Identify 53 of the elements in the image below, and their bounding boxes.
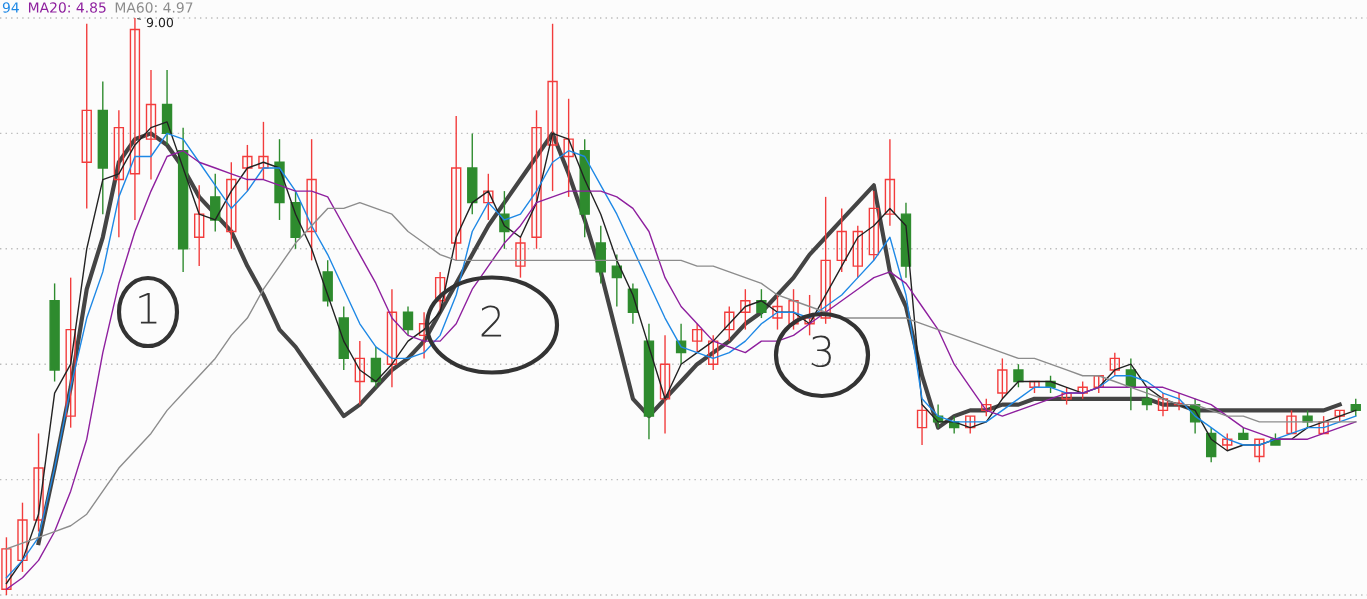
candlestick (868, 190, 880, 262)
text: MA20: 4.85 (28, 2, 106, 13)
candlestick (113, 109, 125, 238)
candlestick (916, 403, 928, 446)
candlestick (804, 294, 815, 337)
candlestick (820, 196, 831, 325)
candlestick (884, 138, 896, 227)
candlestick (242, 144, 253, 192)
candlestick (708, 334, 719, 371)
candlestick (1286, 409, 1297, 435)
annotation: 1 (139, 293, 157, 324)
candlestick (210, 173, 221, 233)
candlestick (772, 294, 783, 331)
candlestick (563, 98, 574, 198)
annotation: 3 (811, 335, 831, 368)
annotation: 2 (481, 305, 502, 337)
candlestick (756, 288, 767, 319)
candlestick (788, 288, 799, 331)
candlestick (483, 173, 494, 221)
candlestick (659, 334, 671, 435)
annotation: 9.00 (146, 17, 174, 28)
candlestick (81, 23, 92, 210)
candlestick (724, 305, 735, 342)
candlestick (1173, 392, 1185, 412)
candlestick (451, 115, 462, 262)
text: MA60: 4.97 (115, 2, 193, 13)
candlestick (1109, 351, 1120, 377)
text: 94 (2, 2, 19, 13)
candlestick (226, 161, 237, 250)
candlestick (1141, 386, 1153, 412)
candlestick (145, 69, 157, 181)
candlestick (17, 501, 28, 573)
candlestick (740, 288, 751, 331)
candlestick (997, 357, 1008, 400)
candlestick (547, 23, 558, 192)
candlestick (515, 236, 526, 279)
candlestick (852, 225, 863, 279)
candlestick (1, 536, 12, 596)
candlestick (691, 323, 703, 354)
candlestick (402, 305, 414, 337)
candlestick (33, 432, 44, 533)
candlestick (531, 109, 542, 250)
candlestick (258, 121, 269, 181)
candlestick (386, 288, 398, 388)
candlestick (1013, 363, 1024, 388)
candlestick (1254, 438, 1265, 463)
candlestick (1157, 392, 1169, 417)
candlestick (611, 253, 623, 308)
candlestick (836, 207, 847, 273)
candlestick (193, 184, 205, 267)
candlestick (65, 276, 76, 429)
candlestick (354, 340, 366, 406)
candlestick (306, 138, 317, 262)
